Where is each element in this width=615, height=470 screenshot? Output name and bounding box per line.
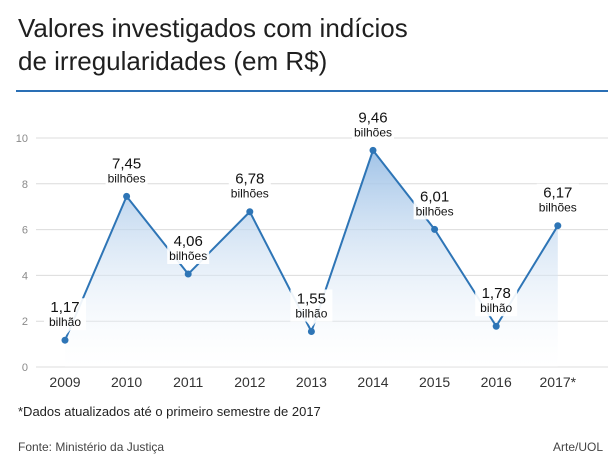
footnote: *Dados atualizados até o primeiro semest… [18, 404, 321, 419]
x-tick-label: 2012 [234, 374, 265, 390]
data-unit-label: bilhão [480, 301, 512, 315]
data-label-box [105, 154, 148, 193]
data-value-label: 1,78 [482, 285, 511, 302]
data-value-label: 6,78 [235, 171, 264, 188]
data-label-box [228, 169, 271, 208]
data-point [307, 328, 315, 336]
x-tick-label: 2013 [296, 374, 327, 390]
data-unit-label: bilhões [108, 171, 146, 185]
data-point [123, 192, 131, 200]
x-tick-label: 2017* [540, 374, 577, 390]
data-unit-label: bilhões [539, 201, 577, 215]
data-label-box [44, 298, 86, 337]
data-label-box [475, 284, 518, 323]
data-unit-label: bilhões [169, 249, 207, 263]
data-unit-label: bilhões [416, 204, 454, 218]
source-credit: Fonte: Ministério da Justiça [18, 440, 165, 454]
x-tick-label: 2010 [111, 374, 142, 390]
data-point [369, 146, 377, 154]
data-point [246, 208, 254, 216]
y-tick-label: 10 [16, 133, 28, 145]
y-tick-label: 2 [22, 316, 28, 328]
data-value-label: 4,06 [174, 233, 203, 250]
chart-title-line-1: Valores investigados com indícios [18, 13, 408, 43]
data-value-label: 9,46 [358, 109, 387, 126]
data-unit-label: bilhões [354, 125, 392, 139]
data-point [184, 270, 192, 278]
data-label-box [413, 187, 456, 226]
data-point [61, 336, 69, 344]
x-tick-label: 2015 [419, 374, 450, 390]
data-unit-label: bilhão [49, 315, 81, 329]
data-point [554, 222, 562, 230]
data-label-box [536, 183, 579, 222]
x-tick-label: 2014 [357, 374, 388, 390]
data-value-label: 6,01 [420, 188, 449, 205]
title-divider [16, 90, 608, 92]
data-label-box [290, 289, 333, 328]
area-fill [65, 150, 558, 367]
data-value-label: 6,17 [543, 185, 572, 202]
data-label-box [352, 108, 394, 147]
y-tick-label: 6 [22, 225, 28, 237]
data-value-label: 7,45 [112, 155, 141, 172]
chart-title-line-2: de irregularidades (em R$) [18, 46, 328, 76]
data-label-box [167, 232, 210, 271]
x-tick-label: 2009 [49, 374, 80, 390]
x-tick-label: 2011 [173, 374, 203, 390]
data-value-label: 1,55 [297, 291, 326, 308]
data-point [492, 322, 500, 330]
data-point [431, 225, 439, 233]
data-unit-label: bilhão [295, 307, 327, 321]
y-tick-label: 8 [22, 179, 28, 191]
data-unit-label: bilhões [231, 187, 269, 201]
x-tick-label: 2016 [481, 374, 512, 390]
data-value-label: 1,17 [50, 299, 79, 316]
y-tick-label: 4 [22, 270, 28, 282]
y-tick-label: 0 [22, 362, 28, 374]
art-credit: Arte/UOL [552, 440, 603, 454]
chart-title: Valores investigados com indícios de irr… [18, 12, 608, 78]
